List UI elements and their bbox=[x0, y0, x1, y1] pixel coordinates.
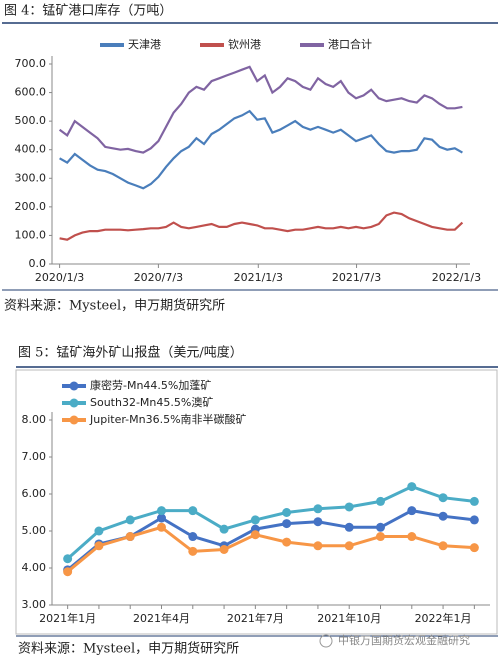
source-note: 资料来源：Mysteel，申万期货研究所 bbox=[18, 641, 239, 657]
marker bbox=[282, 519, 292, 529]
marker bbox=[63, 567, 73, 577]
marker bbox=[188, 506, 198, 516]
x-tick-label: 2022年1月 bbox=[415, 611, 472, 625]
y-tick-label: 0.0 bbox=[29, 257, 47, 270]
marker bbox=[157, 506, 166, 516]
y-tick-label: 400.0 bbox=[15, 143, 47, 156]
marker bbox=[469, 496, 479, 506]
marker bbox=[344, 502, 354, 512]
marker bbox=[469, 543, 479, 553]
marker bbox=[438, 511, 448, 521]
marker bbox=[469, 515, 479, 525]
marker bbox=[125, 532, 135, 542]
legend-marker bbox=[69, 381, 79, 391]
y-tick-label: 500.0 bbox=[15, 114, 47, 127]
y-tick-label: 300.0 bbox=[15, 171, 47, 184]
legend-marker bbox=[69, 415, 79, 425]
marker bbox=[219, 524, 229, 534]
marker bbox=[250, 530, 260, 540]
marker bbox=[376, 532, 385, 542]
marker bbox=[63, 554, 73, 564]
y-tick-label: 600.0 bbox=[15, 86, 47, 99]
marker bbox=[250, 515, 260, 525]
series-line bbox=[58, 65, 463, 154]
series-line bbox=[66, 484, 475, 560]
marker bbox=[188, 532, 198, 542]
legend-label: 康密劳-Mn44.5%加蓬矿 bbox=[90, 378, 211, 392]
x-tick-label: 2021年1月 bbox=[39, 611, 96, 625]
x-tick-label: 2021年7月 bbox=[227, 611, 284, 625]
marker bbox=[94, 541, 104, 551]
marker bbox=[344, 541, 354, 551]
marker bbox=[219, 545, 229, 554]
watermark: 中银万国期货宏观金融研究 bbox=[338, 633, 470, 647]
y-tick-label: 700.0 bbox=[15, 57, 47, 70]
legend-label: South32-Mn45.5%澳矿 bbox=[90, 396, 213, 409]
marker bbox=[282, 508, 292, 517]
y-tick-label: 5.00 bbox=[22, 524, 47, 537]
legend-label: Jupiter-Mn36.5%南非半碳酸矿 bbox=[89, 412, 247, 426]
x-tick-label: 2021/1/3 bbox=[234, 271, 283, 284]
watermark-icon bbox=[319, 634, 333, 648]
y-tick-label: 100.0 bbox=[15, 228, 47, 241]
marker bbox=[344, 522, 354, 532]
marker bbox=[157, 513, 166, 523]
marker bbox=[313, 517, 323, 527]
marker bbox=[376, 522, 385, 532]
marker bbox=[282, 537, 292, 547]
y-tick-label: 200.0 bbox=[15, 200, 47, 213]
marker bbox=[438, 541, 448, 551]
legend-marker bbox=[69, 398, 79, 408]
marker bbox=[188, 546, 198, 556]
x-tick-label: 2021/7/3 bbox=[332, 271, 381, 284]
y-tick-label: 6.00 bbox=[22, 487, 47, 500]
marker bbox=[407, 506, 417, 516]
series-line bbox=[66, 525, 475, 573]
marker bbox=[438, 493, 448, 503]
y-tick-label: 8.00 bbox=[22, 413, 47, 426]
marker bbox=[94, 526, 104, 536]
series-line bbox=[59, 109, 463, 190]
figure-caption: 图 4：锰矿港口库存（万吨） bbox=[4, 3, 172, 19]
chart-frame bbox=[15, 369, 498, 635]
marker bbox=[407, 482, 417, 492]
y-tick-label: 3.00 bbox=[22, 598, 47, 611]
x-tick-label: 2021年10月 bbox=[317, 611, 381, 625]
legend-label: 钦州港 bbox=[228, 38, 261, 51]
marker bbox=[157, 522, 166, 532]
marker bbox=[407, 532, 417, 542]
x-tick-label: 2020/7/3 bbox=[134, 271, 183, 284]
marker bbox=[313, 541, 323, 551]
x-tick-label: 2020/1/3 bbox=[35, 271, 84, 284]
legend-label: 天津港 bbox=[128, 38, 161, 51]
y-tick-label: 7.00 bbox=[22, 450, 47, 463]
y-tick-label: 4.00 bbox=[22, 561, 47, 574]
source-note: 资料来源：Mysteel，申万期货研究所 bbox=[4, 298, 225, 314]
x-tick-label: 2021年4月 bbox=[133, 611, 190, 625]
marker bbox=[376, 496, 385, 506]
marker bbox=[125, 515, 135, 525]
series-line bbox=[59, 211, 464, 241]
figure-caption: 图 5：锰矿海外矿山报盘（美元/吨度） bbox=[18, 345, 243, 361]
marker bbox=[313, 504, 323, 514]
x-tick-label: 2022/1/3 bbox=[432, 271, 481, 284]
legend-label: 港口合计 bbox=[328, 37, 372, 51]
